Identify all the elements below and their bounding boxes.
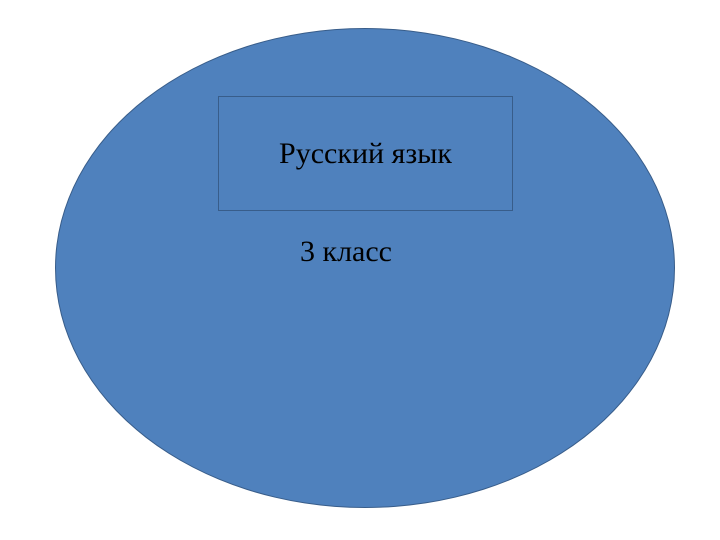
title-text: Русский язык — [279, 137, 452, 171]
subtitle-text: 3 класс — [300, 235, 392, 269]
title-box: Русский язык — [218, 96, 513, 211]
